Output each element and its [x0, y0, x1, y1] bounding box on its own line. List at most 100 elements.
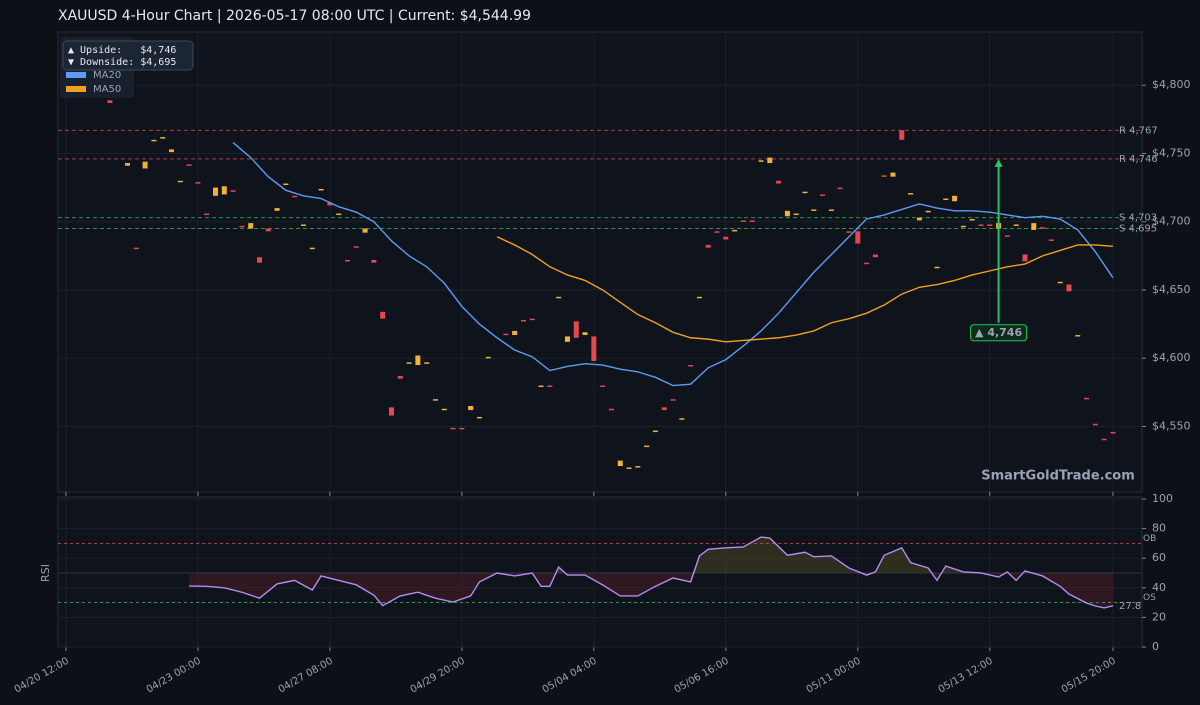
- candle: [195, 182, 201, 184]
- candle: [564, 336, 570, 342]
- candle: [1066, 284, 1072, 292]
- candle: [327, 202, 333, 206]
- info-line: ▲ Upside: $4,746: [68, 45, 176, 56]
- arrow-head: [994, 158, 1003, 167]
- candle: [529, 318, 535, 321]
- candle: [1110, 431, 1116, 434]
- level-label: R 4,767: [1119, 125, 1158, 136]
- candle: [432, 399, 438, 401]
- candle: [133, 247, 139, 250]
- candle: [908, 193, 914, 195]
- candle: [441, 408, 447, 411]
- candle: [424, 362, 430, 364]
- candle: [344, 259, 350, 262]
- candle: [899, 130, 905, 140]
- y-tick-label: $4,550: [1152, 419, 1191, 432]
- candle: [450, 427, 456, 430]
- legend-swatch: [66, 86, 86, 92]
- candle: [652, 430, 658, 433]
- candle: [160, 137, 166, 139]
- info-line: ▼ Downside: $4,695: [68, 57, 176, 68]
- candle: [705, 244, 711, 248]
- candle: [644, 445, 650, 448]
- candle: [503, 333, 509, 336]
- candle: [292, 195, 298, 198]
- candle: [582, 332, 588, 336]
- candle: [177, 180, 183, 183]
- y-tick-label: 80: [1152, 522, 1166, 535]
- watermark: SmartGoldTrade.com: [981, 469, 1135, 484]
- rsi-panel: [57, 496, 1143, 648]
- candle: [661, 407, 667, 411]
- candle: [265, 228, 271, 232]
- candle: [802, 191, 808, 194]
- candle: [600, 385, 606, 388]
- candle: [468, 406, 474, 411]
- y-tick-label: 100: [1152, 492, 1173, 505]
- candle: [749, 220, 755, 222]
- candle: [846, 231, 852, 233]
- candle: [960, 225, 966, 228]
- y-tick-label: $4,650: [1152, 283, 1191, 296]
- candle: [1004, 235, 1010, 237]
- candle: [107, 100, 113, 103]
- candle: [256, 257, 262, 263]
- candle: [476, 416, 482, 419]
- candle: [714, 231, 720, 233]
- candle: [670, 399, 676, 401]
- candle: [934, 266, 940, 269]
- candle: [872, 254, 878, 258]
- y-tick-label: $4,750: [1152, 146, 1191, 159]
- candle: [459, 427, 465, 430]
- y-tick-label: $4,700: [1152, 215, 1191, 228]
- candle: [204, 213, 210, 216]
- candle: [1031, 223, 1037, 230]
- candle: [1101, 438, 1107, 441]
- candle: [969, 219, 975, 221]
- candle: [239, 225, 245, 228]
- candle: [169, 149, 175, 153]
- rsi-area-above: [189, 537, 1113, 573]
- candle: [221, 186, 227, 195]
- candle: [151, 139, 157, 142]
- candle: [626, 467, 632, 469]
- candle: [837, 187, 843, 190]
- candle: [916, 217, 922, 221]
- candle: [1075, 335, 1081, 337]
- target-label-box: [970, 324, 1028, 342]
- level-label: R 4,746: [1119, 154, 1158, 165]
- candle: [142, 161, 148, 169]
- candle: [784, 210, 790, 217]
- candle: [732, 229, 738, 232]
- candle: [485, 356, 491, 359]
- candle: [388, 407, 394, 416]
- candle: [767, 157, 773, 164]
- candle: [1013, 224, 1019, 226]
- candle: [1092, 423, 1098, 426]
- candle: [538, 385, 544, 388]
- chart-title: XAUUSD 4-Hour Chart | 2026-05-17 08:00 U…: [58, 8, 531, 24]
- candle: [925, 210, 931, 213]
- rsi-line: [189, 536, 1114, 609]
- candle: [740, 220, 746, 222]
- candle: [362, 228, 368, 233]
- candle: [723, 236, 729, 240]
- candle: [1084, 397, 1090, 400]
- candle: [881, 175, 887, 177]
- candle: [1048, 239, 1054, 241]
- ob-label: OB: [1143, 534, 1156, 544]
- y-tick-label: 60: [1152, 551, 1166, 564]
- candle: [371, 259, 377, 263]
- candle: [512, 330, 518, 336]
- price-plot: [58, 100, 1142, 469]
- price-panel: [57, 31, 1143, 493]
- candle: [776, 180, 782, 184]
- candle: [547, 385, 553, 388]
- candle: [978, 224, 984, 226]
- candle: [380, 311, 386, 319]
- candle: [212, 187, 218, 196]
